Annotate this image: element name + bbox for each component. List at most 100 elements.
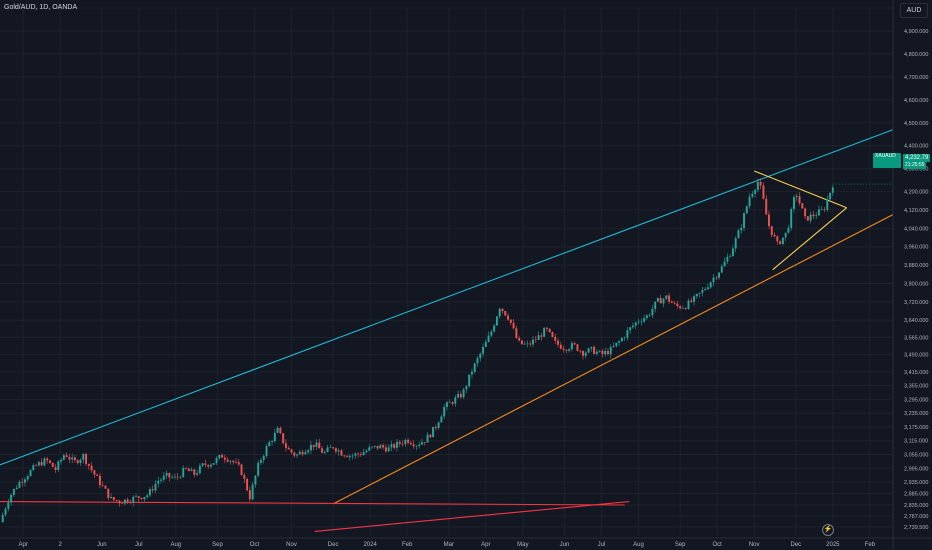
candle-body: [559, 344, 562, 349]
candle-body: [382, 445, 385, 448]
candle-body: [337, 450, 340, 452]
candle-body: [235, 462, 237, 463]
candle-body: [401, 443, 404, 445]
candle-body: [743, 213, 745, 228]
candle-body: [346, 456, 348, 458]
candle-body: [182, 467, 185, 478]
x-tick-label: Nov: [286, 542, 297, 548]
candle-body: [484, 341, 487, 347]
candle-body: [565, 349, 568, 351]
candle-body: [468, 374, 471, 387]
candle-body: [756, 181, 759, 190]
x-tick-label: Dec: [790, 542, 801, 548]
candle-body: [790, 209, 793, 228]
candle-body: [173, 476, 176, 478]
x-tick-label: Oct: [250, 542, 260, 548]
support-line: [332, 214, 894, 505]
candle-body: [701, 290, 704, 293]
candle-body: [298, 451, 301, 455]
candle-body: [593, 347, 596, 354]
candle-body: [693, 296, 696, 302]
candle-body: [368, 447, 371, 451]
candle-body: [607, 350, 609, 355]
candle-body: [473, 363, 476, 372]
candle-body: [246, 478, 249, 491]
candle-body: [576, 344, 579, 351]
candle-body: [259, 459, 262, 463]
y-tick-label: 3,880.000: [904, 263, 928, 269]
candle-body: [185, 467, 187, 469]
candle-body: [148, 489, 151, 496]
candle-body: [726, 256, 729, 262]
candle-body: [348, 455, 351, 458]
candle-body: [618, 341, 621, 343]
candle-body: [18, 481, 21, 488]
candle-body: [829, 192, 832, 200]
y-tick-label: 3,295.000: [904, 397, 928, 403]
y-tick-label: 4,700.000: [904, 75, 928, 81]
candle-body: [301, 451, 304, 455]
candle-body: [237, 462, 240, 465]
y-tick-label: 4,500.000: [904, 121, 928, 127]
candle-body: [157, 480, 160, 484]
candle-body: [160, 479, 162, 481]
candle-body: [720, 266, 723, 273]
candle-body: [793, 197, 795, 210]
candle-body: [529, 343, 532, 345]
candle-body: [634, 322, 637, 326]
candle-body: [579, 350, 582, 352]
y-tick-label: 3,960.000: [904, 245, 928, 251]
y-tick-label: 3,800.000: [904, 281, 928, 287]
x-tick-label: May: [517, 542, 528, 548]
candle-body: [393, 444, 396, 448]
candle-body: [645, 315, 648, 319]
candle-body: [773, 234, 776, 237]
candle-body: [204, 463, 207, 465]
x-tick-label: Oct: [713, 542, 723, 548]
lightning-icon[interactable]: ⚡: [822, 524, 834, 536]
candle-body: [143, 496, 146, 500]
candle-body: [709, 282, 712, 288]
candle-body: [437, 422, 440, 428]
x-tick-label: Jun: [560, 542, 570, 548]
x-tick-label: Jul: [135, 542, 143, 548]
candle-body: [104, 485, 107, 489]
candle-body: [718, 272, 720, 278]
candle-body: [284, 443, 287, 448]
candle-body: [745, 206, 748, 214]
candle-body: [379, 445, 382, 449]
candle-body: [362, 452, 365, 456]
candle-body: [146, 495, 149, 497]
candle-body: [179, 477, 182, 478]
currency-button[interactable]: AUD: [900, 3, 928, 18]
y-tick-label: 2,787.000: [904, 514, 928, 520]
candle-body: [779, 241, 782, 244]
candle-body: [740, 227, 743, 231]
y-tick-label: 4,120.000: [904, 208, 928, 214]
candle-body: [296, 454, 299, 456]
symbol-label: XAUAUD: [875, 153, 896, 159]
candle-body: [712, 277, 715, 283]
candle-body: [273, 432, 276, 442]
y-tick-label: 3,490.000: [904, 353, 928, 359]
candle-body: [373, 445, 376, 447]
y-tick-label: 4,400.000: [904, 144, 928, 150]
y-tick-label: 4,300.000: [904, 167, 928, 173]
candle-body: [784, 232, 787, 238]
candle-body: [110, 496, 113, 499]
candle-body: [423, 442, 426, 443]
candle-body: [820, 209, 823, 210]
candle-body: [15, 487, 18, 490]
x-tick-label: Jun: [97, 542, 107, 548]
candle-body: [729, 256, 732, 257]
candle-body: [631, 325, 634, 328]
y-tick-label: 4,800.000: [904, 52, 928, 58]
candle-body: [96, 474, 99, 476]
candle-body: [376, 445, 379, 449]
candle-body: [409, 442, 412, 445]
candle-body: [287, 447, 290, 450]
channel-line: [0, 129, 894, 466]
candle-body: [54, 467, 57, 471]
